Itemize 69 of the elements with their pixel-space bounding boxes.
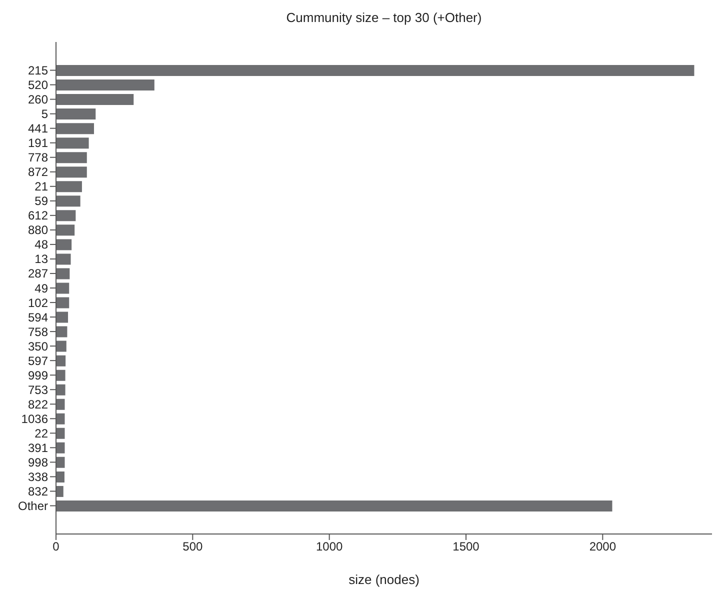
y-tick-label: 822 <box>28 397 48 412</box>
y-tick-label: 778 <box>28 150 48 165</box>
bar <box>56 398 65 410</box>
y-tick-label: 260 <box>28 92 48 107</box>
bar <box>56 471 64 482</box>
x-tick-label: 2000 <box>589 540 616 554</box>
y-tick-label: 215 <box>28 64 48 78</box>
bar <box>56 413 65 424</box>
y-tick-label: 59 <box>34 194 48 208</box>
bar <box>56 138 89 149</box>
y-tick-label: 191 <box>28 136 48 150</box>
y-tick-label: 998 <box>28 455 48 470</box>
y-tick-label: 21 <box>34 180 48 194</box>
x-tick-label: 0 <box>52 540 60 554</box>
bar <box>56 282 70 294</box>
bar <box>56 428 65 439</box>
x-axis-title: size (nodes) <box>348 572 420 587</box>
y-tick-label: 48 <box>34 238 48 252</box>
y-tick-label: 13 <box>34 252 48 266</box>
y-tick-label: 597 <box>28 354 48 368</box>
bar <box>56 442 65 454</box>
y-tick-label: 22 <box>34 426 48 440</box>
bar <box>56 80 154 91</box>
bar <box>56 123 94 134</box>
bar <box>56 254 71 265</box>
bar <box>56 152 87 164</box>
y-tick-label: 832 <box>28 484 48 498</box>
bar <box>56 297 70 308</box>
bar <box>56 166 87 178</box>
x-tick-label: 1000 <box>316 540 344 554</box>
bar <box>56 239 72 250</box>
y-tick-label: 1036 <box>21 412 48 426</box>
y-tick-label: 872 <box>28 165 48 180</box>
y-tick-label: 753 <box>28 382 48 397</box>
y-tick-label: 391 <box>28 440 48 455</box>
y-tick-label: 441 <box>28 122 48 136</box>
chart-title: Cummunity size – top 30 (+Other) <box>285 10 483 25</box>
x-tick-label: 500 <box>182 540 203 554</box>
bar <box>56 94 134 106</box>
bar <box>56 370 66 381</box>
y-tick-label: 880 <box>28 223 48 238</box>
bar <box>56 326 68 338</box>
y-tick-label: 338 <box>28 470 48 484</box>
y-tick-label: 594 <box>28 310 48 324</box>
bar <box>56 65 694 76</box>
bar <box>56 224 75 236</box>
y-tick-label: 758 <box>28 324 48 339</box>
bar <box>56 181 82 192</box>
bar <box>56 486 64 497</box>
bar <box>56 500 612 512</box>
bar <box>56 456 65 468</box>
bar <box>56 312 68 323</box>
y-tick-label: 520 <box>28 78 48 92</box>
y-tick-label: 287 <box>28 266 48 281</box>
bar <box>56 268 70 280</box>
y-tick-label: 999 <box>28 368 48 382</box>
bar <box>56 355 66 366</box>
x-tick-label: 1500 <box>452 540 480 554</box>
y-tick-label: 350 <box>28 339 48 354</box>
y-tick-label: 102 <box>28 296 48 310</box>
y-tick-label: 612 <box>28 208 48 223</box>
y-tick-label: 49 <box>34 281 48 296</box>
bar <box>56 384 66 396</box>
bar <box>56 108 96 120</box>
bar <box>56 340 66 352</box>
y-tick-label: Other <box>18 499 48 513</box>
bar <box>56 210 76 222</box>
bar <box>56 196 80 207</box>
y-tick-label: 5 <box>41 107 48 122</box>
